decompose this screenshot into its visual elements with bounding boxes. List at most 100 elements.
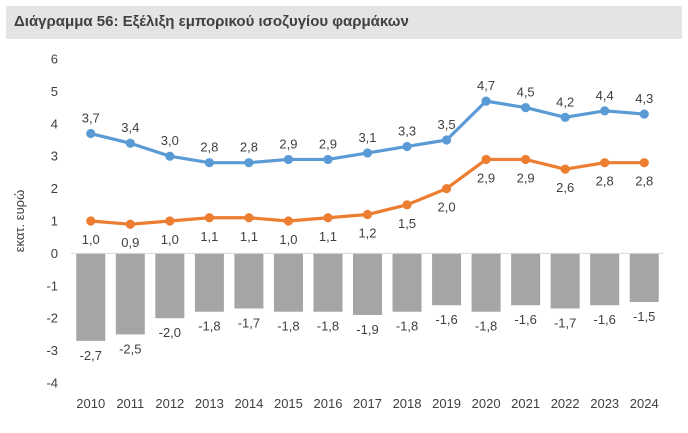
series-1-point: [244, 158, 254, 168]
x-axis-ticks: 2010 2011 2012 2013 2014 2015 2016 2017 2018 2019…: [76, 396, 658, 411]
x-tick-label: 2024: [630, 396, 659, 411]
y-tick-label: -4: [46, 376, 58, 391]
y-tick-label: 1: [51, 214, 58, 229]
bar-data-label: -2,0: [159, 325, 181, 340]
bar-data-label: -1,6: [593, 312, 615, 327]
bar-data-label: -1,7: [238, 315, 260, 330]
bar: [590, 253, 620, 306]
series-1-point: [560, 112, 570, 122]
y-tick-label: -2: [46, 311, 58, 326]
bar-data-label: -1,7: [554, 315, 576, 330]
series-2-point: [125, 219, 135, 229]
series-2-point: [521, 154, 531, 165]
bar-data-label: -2,5: [119, 341, 141, 356]
series-1-point: [283, 154, 294, 165]
series-2-point: [402, 200, 412, 210]
series-2-data-label: 2,6: [556, 180, 574, 195]
series-1-point: [600, 106, 610, 116]
bar-data-label: -1,8: [396, 319, 418, 334]
bar: [194, 253, 224, 312]
series-1-data-label: 2,8: [240, 140, 258, 155]
series-1-data-label: 4,2: [556, 94, 574, 109]
x-tick-label: 2011: [116, 396, 144, 411]
series-2-data-label: 1,2: [358, 226, 376, 241]
series-1-point: [86, 128, 96, 139]
data-labels: 3,7 3,4 3,0 2,8 2,8 2,9 2,9 3,1 3,3 3,5 4,7 4,5 4,2 4…: [80, 78, 656, 363]
y-tick-label: 0: [51, 246, 58, 261]
bar: [392, 253, 422, 312]
series-2-point: [481, 154, 491, 165]
bar-data-label: -1,6: [514, 312, 536, 327]
bar-data-label: -1,5: [633, 309, 655, 324]
series-2-data-label: 2,8: [635, 174, 653, 189]
bar-data-label: -1,6: [435, 312, 457, 327]
bar: [313, 253, 343, 312]
x-tick-label: 2016: [314, 396, 343, 411]
bar-data-label: -2,7: [80, 348, 102, 363]
bar: [353, 253, 382, 315]
y-tick-label: 6: [51, 52, 58, 67]
bar: [471, 253, 501, 312]
bar: [511, 253, 541, 306]
series-2-point: [639, 158, 649, 168]
bar: [432, 253, 462, 306]
bar: [234, 253, 264, 309]
bar: [629, 253, 659, 302]
bar: [550, 253, 580, 309]
x-tick-label: 2021: [511, 396, 540, 411]
series-2-data-label: 1,0: [82, 232, 100, 247]
y-axis-label: εκατ. ευρώ: [12, 190, 27, 252]
title-bar: Διάγραμμα 56: Εξέλιξη εμπορικού ισοζυγίο…: [6, 6, 682, 39]
series-2-point: [441, 184, 452, 194]
bar: [273, 253, 303, 312]
x-tick-label: 2023: [590, 396, 619, 411]
series-1-point: [402, 141, 412, 152]
series-2-data-label: 2,0: [438, 200, 456, 215]
series-2-data-label: 1,1: [200, 229, 218, 244]
x-tick-label: 2015: [274, 396, 303, 411]
series-2-point: [86, 216, 96, 226]
series-1-data-label: 4,7: [477, 78, 495, 93]
x-tick-label: 2020: [472, 396, 501, 411]
series-1-point: [204, 158, 214, 168]
line-series: [86, 96, 649, 229]
series-1-data-label: 3,3: [398, 123, 416, 138]
series-1-data-label: 4,3: [635, 91, 653, 106]
series-1-point: [521, 103, 531, 113]
y-tick-label: 5: [51, 84, 58, 99]
series-2-point: [165, 216, 175, 226]
chart-title: Διάγραμμα 56: Εξέλιξη εμπορικού ισοζυγίο…: [14, 13, 409, 30]
y-tick-label: -1: [46, 278, 58, 293]
series-1-data-label: 2,9: [319, 136, 337, 151]
series-1-data-label: 3,4: [121, 120, 139, 135]
series-1-data-label: 4,5: [517, 85, 535, 100]
series-2-data-label: 1,1: [319, 229, 337, 244]
series-1-data-label: 3,1: [358, 130, 376, 145]
bar-data-label: -1,8: [475, 319, 497, 334]
series-1-data-label: 2,8: [200, 140, 218, 155]
y-tick-label: 4: [51, 116, 58, 131]
series-2-point: [244, 213, 254, 223]
series-2-point: [283, 216, 294, 226]
series-1-point: [125, 138, 135, 148]
series-2-data-label: 1,0: [161, 232, 179, 247]
series-2-point: [323, 213, 333, 223]
series-2-data-label: 2,8: [596, 174, 614, 189]
bar: [155, 253, 185, 319]
series-1-point: [481, 96, 491, 106]
bar-data-label: -1,8: [317, 319, 339, 334]
series-2-data-label: 1,5: [398, 216, 416, 231]
y-tick-label: 2: [51, 181, 58, 196]
bar: [115, 253, 145, 335]
x-tick-label: 2019: [432, 396, 461, 411]
series-2-point: [600, 158, 610, 168]
series-2-data-label: 2,9: [477, 170, 495, 185]
y-axis-ticks: 6 5 4 3 2 1 0 -1 -2 -3 -4: [46, 52, 58, 391]
series-1-data-label: 2,9: [279, 136, 297, 151]
series-2-point: [204, 213, 214, 223]
x-tick-label: 2013: [195, 396, 224, 411]
series-1-point: [639, 109, 649, 119]
y-tick-label: -3: [46, 343, 58, 358]
series-1-data-label: 3,7: [82, 111, 100, 126]
